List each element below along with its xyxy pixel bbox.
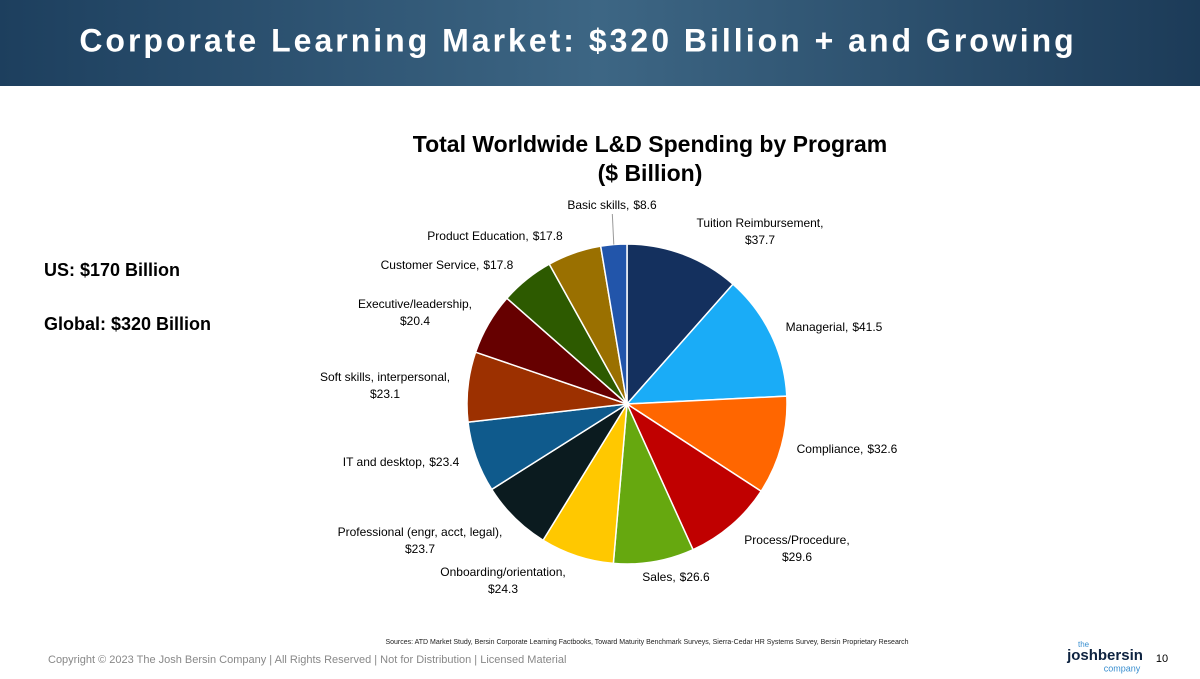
data-label: Soft skills, interpersonal, $23.1	[320, 370, 450, 401]
value-label: $32.6	[867, 442, 897, 456]
pie-slice	[624, 395, 788, 493]
page-number: 10	[1156, 653, 1168, 665]
data-label: Managerial, $41.5	[786, 320, 883, 334]
category-label: Tuition Reimbursement,	[697, 216, 824, 230]
category-label: Process/Procedure,	[744, 533, 849, 547]
data-label: Tuition Reimbursement, $37.7	[697, 216, 824, 247]
category-label: Product Education,	[427, 229, 528, 243]
value-label: $23.4	[429, 455, 459, 469]
category-label: Professional (engr, acct, legal),	[338, 525, 503, 539]
value-label: $23.1	[370, 387, 400, 401]
data-label: Customer Service, $17.8	[381, 258, 514, 272]
data-label: Sales, $26.6	[642, 570, 710, 584]
header-title: Corporate Learning Market: $320 Billion …	[79, 22, 1076, 58]
data-label: Onboarding/orientation, $24.3	[440, 565, 565, 596]
pie-slice	[625, 283, 788, 405]
category-label: IT and desktop,	[343, 455, 426, 469]
category-label: Managerial,	[786, 320, 849, 334]
value-label: $23.7	[405, 542, 435, 556]
data-label: IT and desktop, $23.4	[343, 455, 460, 469]
copyright: Copyright © 2023 The Josh Bersin Company…	[48, 654, 566, 666]
value-label: $41.5	[852, 320, 882, 334]
logo-top: the	[1078, 640, 1090, 649]
category-label: Executive/leadership,	[358, 297, 472, 311]
category-label: Basic skills,	[567, 198, 629, 212]
pie-slice	[625, 401, 763, 551]
note: US: $170 Billion	[44, 260, 180, 280]
value-label: $17.8	[533, 229, 563, 243]
sources: Sources: ATD Market Study, Bersin Corpor…	[385, 639, 908, 646]
leader-line	[611, 213, 615, 245]
data-label: Basic skills, $8.6	[567, 198, 657, 212]
chart-title: Total Worldwide L&D Spending by Program	[413, 131, 888, 157]
value-label: $24.3	[488, 582, 518, 596]
chart-subtitle: ($ Billion)	[598, 160, 703, 186]
pie: Tuition Reimbursement, $37.7 Managerial, $4…	[320, 198, 898, 596]
value-label: $20.4	[400, 314, 430, 328]
value-label: $37.7	[745, 233, 775, 247]
data-label: Compliance, $32.6	[797, 442, 898, 456]
data-label: Professional (engr, acct, legal), $23.7	[338, 525, 503, 556]
value-label: $29.6	[782, 550, 812, 564]
logo-main: joshbersin	[1066, 647, 1143, 664]
logo-bottom: company	[1104, 663, 1141, 673]
data-label: Executive/leadership, $20.4	[358, 297, 472, 328]
category-label: Compliance,	[797, 442, 864, 456]
value-label: $8.6	[633, 198, 657, 212]
note: Global: $320 Billion	[44, 314, 211, 334]
header-band	[0, 0, 1200, 86]
data-label: Product Education, $17.8	[427, 229, 563, 243]
category-label: Customer Service,	[381, 258, 480, 272]
data-label: Process/Procedure, $29.6	[744, 533, 849, 564]
value-label: $26.6	[680, 570, 710, 584]
category-label: Sales,	[642, 570, 675, 584]
category-label: Soft skills, interpersonal,	[320, 370, 450, 384]
category-label: Onboarding/orientation,	[440, 565, 565, 579]
value-label: $17.8	[483, 258, 513, 272]
pie-slice	[626, 243, 735, 406]
